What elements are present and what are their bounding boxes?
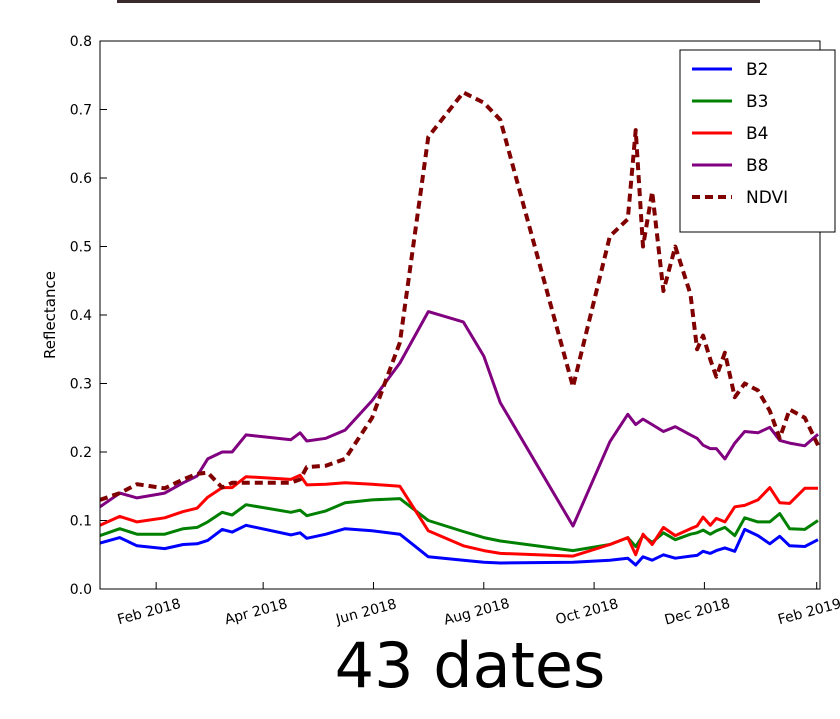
legend-label: B4 [746,124,768,144]
x-tick-label: Feb 2019 [776,596,840,628]
y-tick-label: 0.6 [70,171,92,187]
y-axis-label: Reflectance [41,271,59,359]
y-tick-label: 0.4 [70,308,92,324]
chart: 43 dates Reflectance 0.0 0.1 0.2 0.3 0.4 0.5 0… [0,0,840,719]
x-tick-label: Apr 2018 [223,596,289,628]
image-strip [117,0,760,3]
x-tick-label: Oct 2018 [554,596,620,628]
x-tick-label: Dec 2018 [663,596,732,629]
y-tick-label: 0.3 [70,377,92,393]
caption: 43 dates [335,629,606,702]
legend-label: B8 [746,156,768,176]
y-tick-label: 0.7 [70,103,92,119]
page: {"chart_data": { "type": "line", "captio… [0,0,840,719]
y-tick-label: 0.2 [70,445,92,461]
legend-label: B3 [746,92,768,112]
y-tick-label: 0.8 [70,34,92,50]
legend-label: B2 [746,60,768,80]
y-tick-label: 0.1 [70,514,92,530]
series-line [100,475,818,556]
legend-label: NDVI [746,188,788,208]
x-tick-label: Jun 2018 [333,596,398,628]
x-tick-label: Aug 2018 [442,596,511,629]
series-line [100,312,818,526]
x-tick-label: Feb 2018 [116,596,183,628]
y-tick-label: 0.0 [70,582,92,598]
y-tick-label: 0.5 [70,240,92,256]
